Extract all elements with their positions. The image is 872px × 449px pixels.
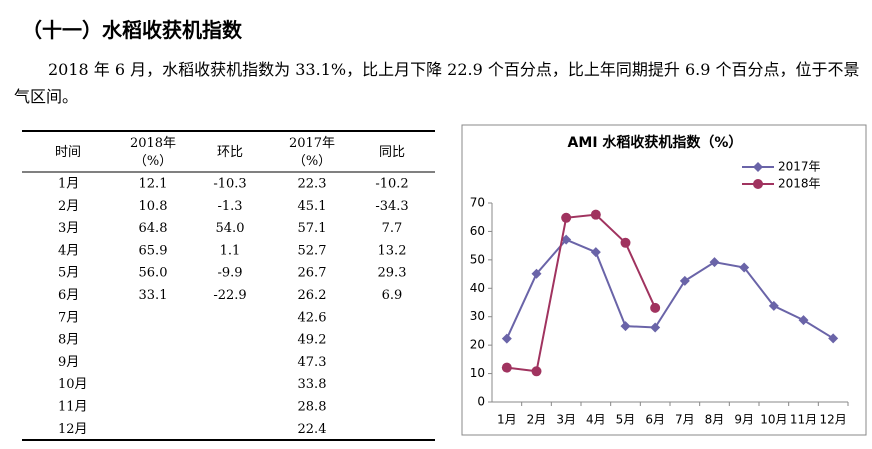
legend-marker	[753, 179, 763, 189]
table-cell: 7.7	[382, 221, 403, 236]
table-cell: -10.2	[375, 177, 408, 192]
y-tick-label: 50	[470, 252, 485, 266]
table-cell: 11月	[58, 400, 88, 415]
point	[590, 209, 601, 220]
legend-marker	[753, 162, 763, 172]
point	[679, 275, 690, 286]
table-cell: 28.8	[298, 400, 327, 415]
point	[501, 362, 512, 373]
x-tick-label: 8月	[705, 413, 725, 427]
point	[709, 257, 720, 268]
heading: （十一）水稻收获机指数	[22, 18, 242, 42]
legend-label: 2018年	[778, 177, 821, 191]
table-cell: -22.9	[213, 288, 246, 303]
x-tick-label: 2月	[527, 413, 547, 427]
table-cell: 1.1	[220, 243, 241, 258]
table-cell: 57.1	[298, 221, 327, 236]
table-header: 同比	[379, 145, 405, 160]
y-tick-label: 0	[477, 395, 485, 409]
table-cell: 13.2	[378, 243, 407, 258]
y-tick-label: 30	[470, 309, 485, 323]
x-tick-label: 12月	[820, 413, 847, 427]
y-tick-label: 10	[470, 366, 485, 380]
table-cell: 7月	[58, 310, 79, 325]
table-cell: 26.2	[298, 288, 327, 303]
point	[531, 268, 542, 279]
table-cell: 42.6	[298, 310, 327, 325]
table-cell: -9.9	[217, 266, 242, 281]
point	[798, 315, 809, 326]
table-cell: 52.7	[298, 243, 327, 258]
point	[561, 234, 572, 245]
table-cell: 22.3	[298, 177, 327, 192]
point	[620, 321, 631, 332]
table-cell: 26.7	[298, 266, 327, 281]
table-cell: 9月	[58, 355, 79, 370]
legend-label: 2017年	[778, 160, 821, 174]
x-tick-label: 5月	[616, 413, 636, 427]
table-cell: 5月	[58, 266, 79, 281]
x-tick-label: 6月	[645, 413, 665, 427]
table-cell: 54.0	[216, 221, 245, 236]
point	[531, 366, 542, 377]
chart: 0 10 20 30 40 50 60 70 1月 2月 3月 4月 5月 6月 7月 8月 9月 10月 11月 1…	[470, 160, 849, 427]
chart-frame	[461, 124, 867, 436]
table-cell: -34.3	[375, 199, 408, 214]
y-tick-label: 20	[470, 338, 485, 352]
table-header: 2017年（%）	[289, 136, 335, 169]
table-cell: 8月	[58, 333, 79, 348]
table-cell: 12.1	[139, 177, 168, 192]
table-header: 时间	[55, 145, 81, 160]
table-header: 环比	[217, 145, 243, 160]
x-tick-label: 3月	[556, 413, 576, 427]
table-cell: 49.2	[298, 333, 327, 348]
x-tick-label: 10月	[760, 413, 787, 427]
x-tick-label: 4月	[586, 413, 606, 427]
point	[739, 262, 750, 273]
table-cell: 56.0	[139, 266, 168, 281]
point	[620, 237, 631, 248]
table-cell: 10.8	[139, 199, 168, 214]
point	[828, 333, 839, 344]
table-cell: 4月	[58, 243, 79, 258]
table-cell: 33.1	[139, 288, 168, 303]
table-cell: 1月	[58, 177, 79, 192]
point	[650, 302, 661, 313]
table-cell: 47.3	[298, 355, 327, 370]
x-tick-label: 7月	[675, 413, 695, 427]
table-cell: 6月	[58, 288, 79, 303]
point	[590, 247, 601, 258]
table-cell: 10月	[58, 377, 88, 392]
point	[768, 300, 779, 311]
point	[650, 322, 661, 333]
point	[561, 212, 572, 223]
table-cell: 3月	[58, 221, 79, 236]
table-cell: 2月	[58, 199, 79, 214]
point	[501, 333, 512, 344]
y-tick-label: 40	[470, 281, 485, 295]
y-tick-label: 70	[470, 196, 485, 210]
chart-title: AMI 水稻收获机指数（%）	[568, 134, 743, 151]
x-tick-label: 11月	[790, 413, 817, 427]
table-cell: 65.9	[139, 243, 168, 258]
table-cell: -10.3	[213, 177, 246, 192]
table-cell: 22.4	[298, 422, 327, 437]
table-cell: 64.8	[139, 221, 168, 236]
table-cell: 12月	[58, 422, 88, 437]
table-cell: -1.3	[217, 199, 242, 214]
table-cell: 29.3	[378, 266, 407, 281]
table-cell: 45.1	[298, 199, 327, 214]
table-cell: 33.8	[298, 377, 327, 392]
x-tick-label: 9月	[734, 413, 754, 427]
x-tick-label: 1月	[497, 413, 517, 427]
table-header: 2018年（%）	[130, 136, 176, 169]
y-tick-label: 60	[470, 224, 485, 238]
paragraph: 2018 年 6 月，水稻收获机指数为 33.1%，比上月下降 22.9 个百分…	[14, 60, 860, 106]
table-cell: 6.9	[382, 288, 403, 303]
